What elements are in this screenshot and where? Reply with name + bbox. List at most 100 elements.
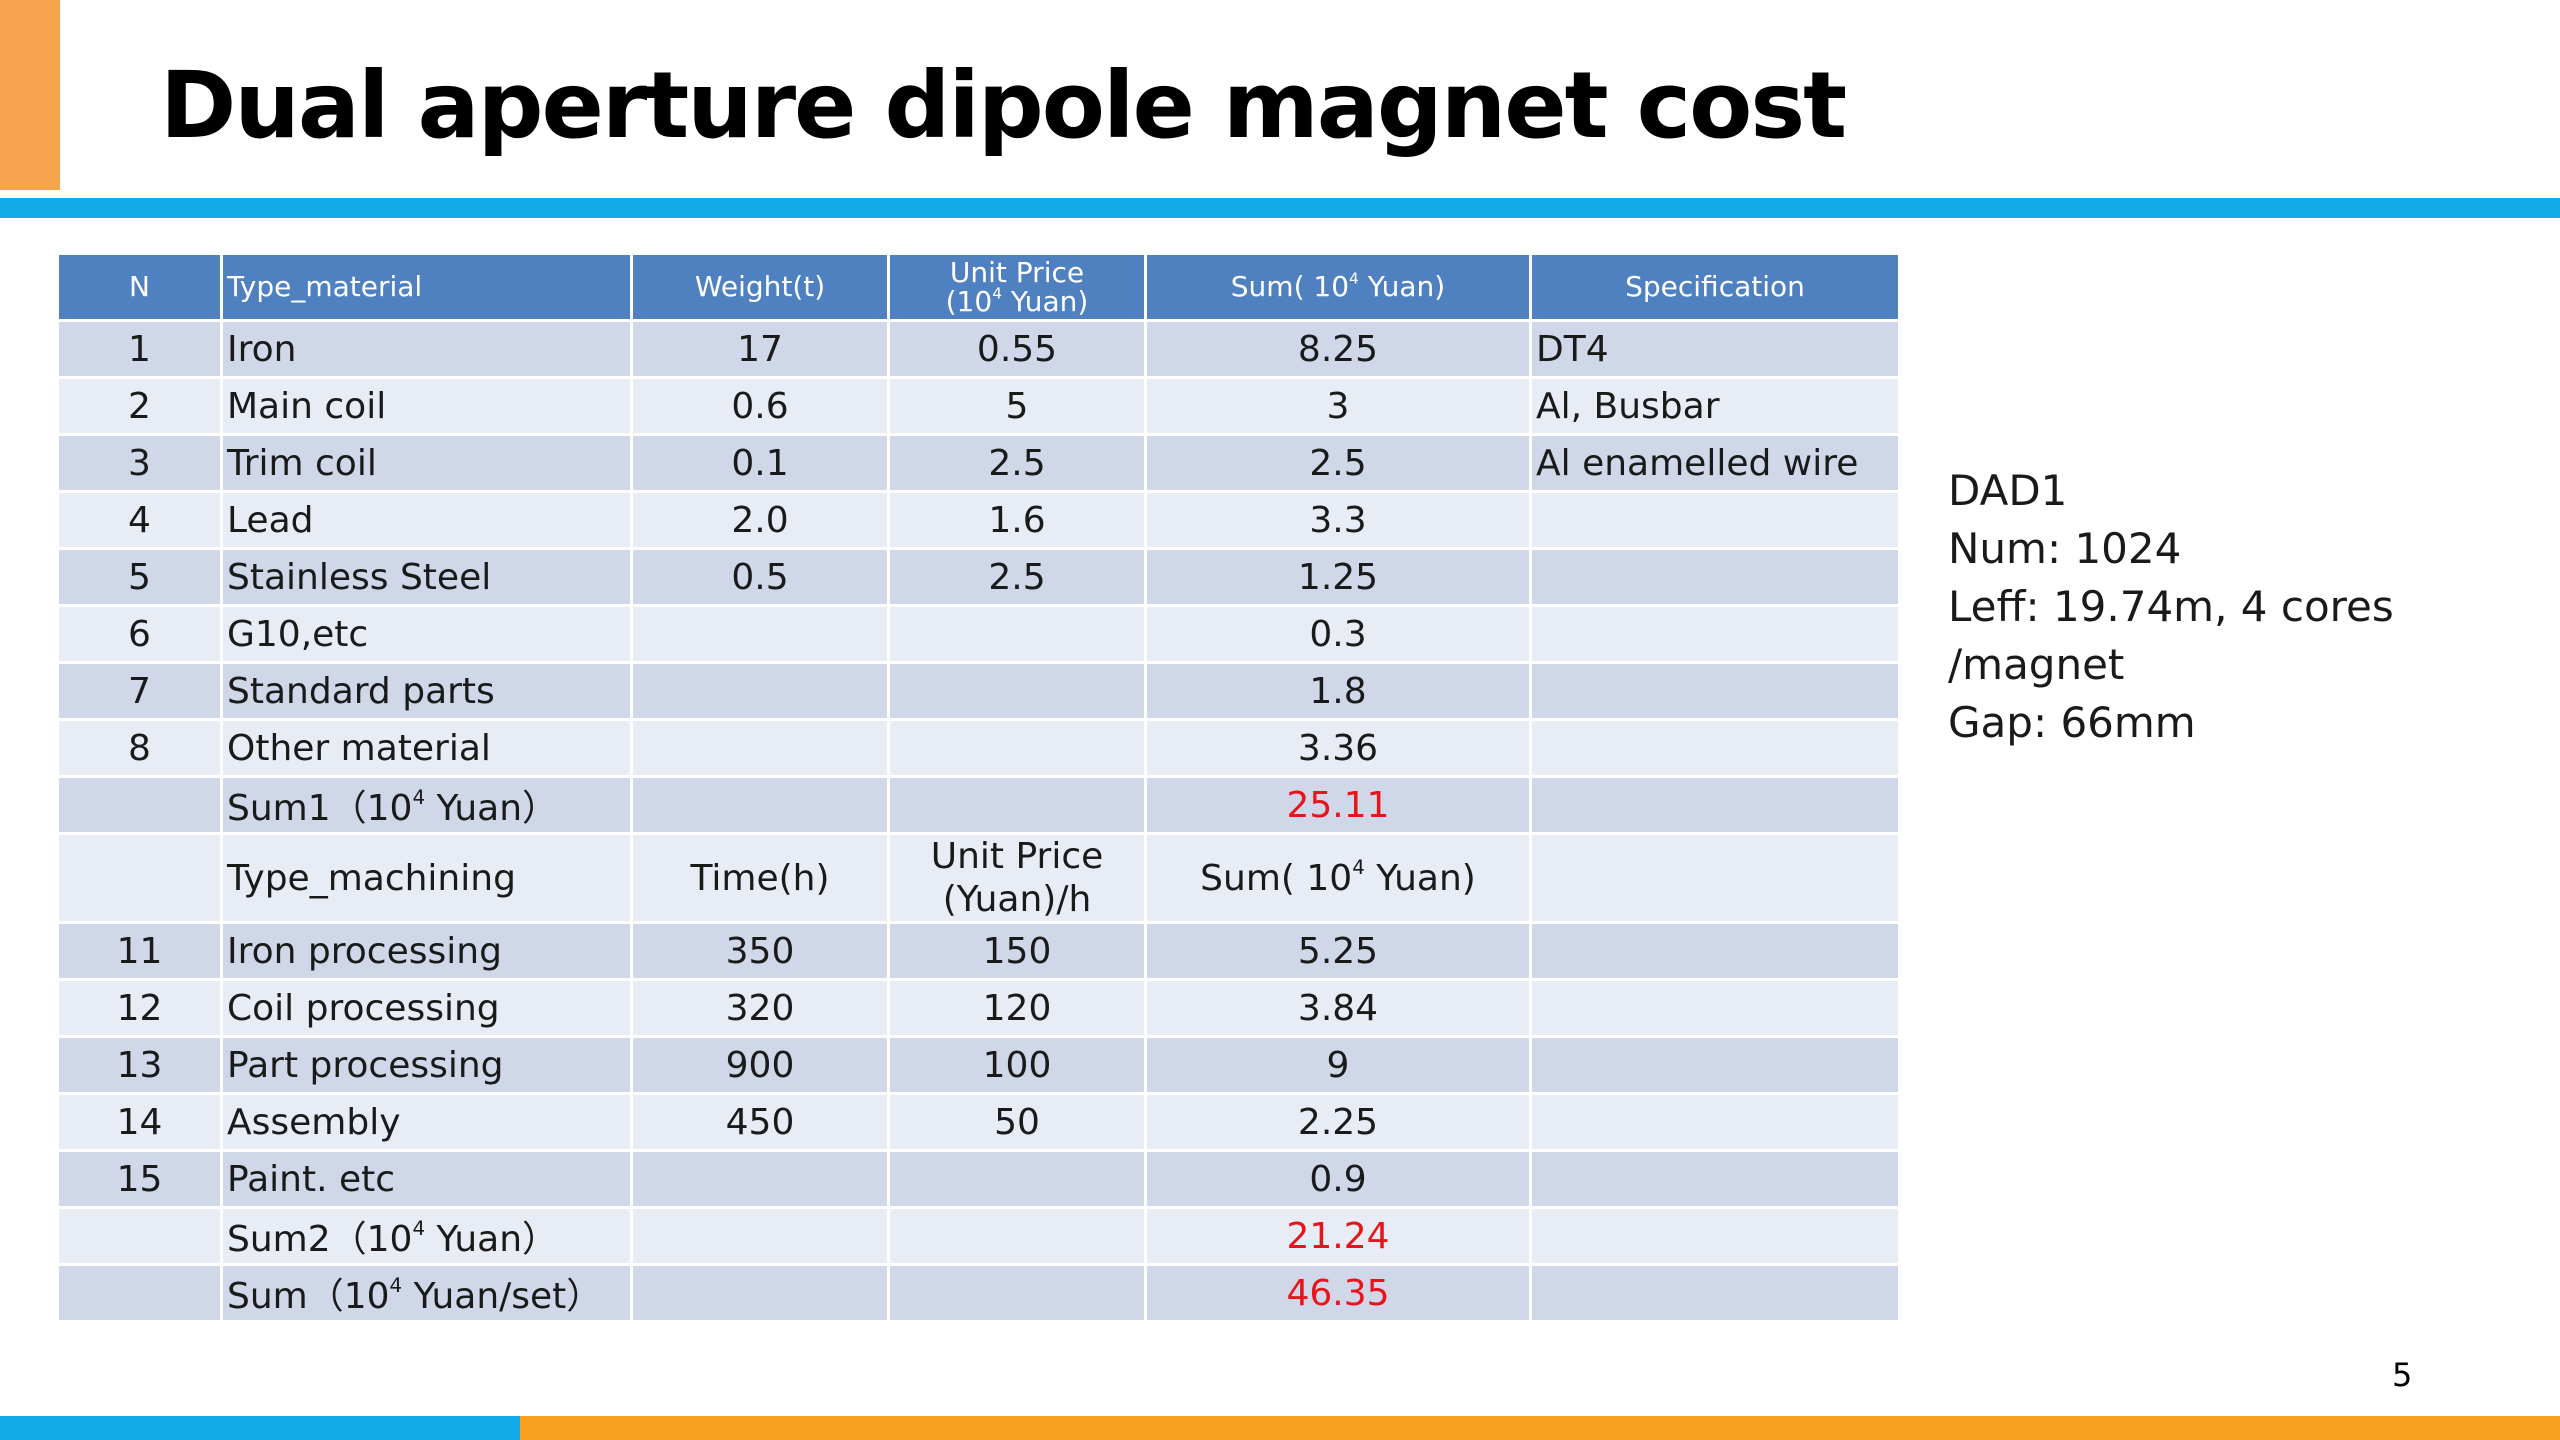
cell-weight <box>630 661 890 721</box>
machining-unit-price-line2: (Yuan)/h <box>942 879 1092 921</box>
table-row: 11 Iron processing 350 150 5.25 <box>56 921 1901 982</box>
header-weight: Weight(t) <box>630 252 890 322</box>
machining-type-header: Type_machining <box>220 831 633 925</box>
header-sum-sup: 4 <box>1349 269 1359 288</box>
table-row: 13 Part processing 900 100 9 <box>56 1035 1901 1096</box>
table-row: 6 G10,etc 0.3 <box>56 604 1901 664</box>
cell-weight <box>630 775 890 835</box>
cell-type: Standard parts <box>220 661 633 721</box>
sum1-row: Sum1（104 Yuan） 25.11 <box>56 775 1901 835</box>
cell-unit-price <box>887 1206 1147 1267</box>
cell-weight <box>630 604 890 664</box>
magnet-notes: DAD1 Num: 1024 Leff: 19.74m, 4 cores /ma… <box>1948 462 2560 752</box>
sum1-label: Sum1（104 Yuan） <box>220 775 633 835</box>
cell-weight: 0.6 <box>630 376 890 436</box>
cell-spec <box>1529 1035 1901 1096</box>
sum2-value: 21.24 <box>1144 1206 1532 1267</box>
cell-n <box>56 1206 223 1267</box>
cell-spec <box>1529 921 1901 982</box>
sum-total-label-pre: Sum（10 <box>227 1276 390 1318</box>
cell-unit-price: 2.5 <box>887 547 1147 607</box>
machining-unit-price-line1: Unit Price <box>930 836 1104 877</box>
cell-unit-price <box>887 718 1147 778</box>
table-row: 8 Other material 3.36 <box>56 718 1901 778</box>
page-number: 5 <box>2392 1356 2413 1394</box>
cell-spec <box>1529 775 1901 835</box>
machining-unit-price-header: Unit Price (Yuan)/h <box>887 831 1147 925</box>
header-sum-post: Yuan) <box>1358 270 1446 304</box>
cell-sum: 3.36 <box>1144 718 1532 778</box>
sum2-label: Sum2（104 Yuan） <box>220 1206 633 1267</box>
cell-time: 320 <box>630 978 890 1039</box>
cell-spec <box>1529 1149 1901 1210</box>
cell-weight: 17 <box>630 319 890 379</box>
cell-spec <box>1529 718 1901 778</box>
machining-sum-post: Yuan) <box>1364 857 1476 899</box>
cell-unit-price <box>887 661 1147 721</box>
table-row: 3 Trim coil 0.1 2.5 2.5 Al enamelled wir… <box>56 433 1901 493</box>
cell-unit-price: 0.55 <box>887 319 1147 379</box>
cell-sum: 2.5 <box>1144 433 1532 493</box>
table-row: 1 Iron 17 0.55 8.25 DT4 <box>56 319 1901 379</box>
cell-n: 13 <box>56 1035 223 1096</box>
cost-table: N Type_material Weight(t) Unit Price (104… <box>56 252 1901 1324</box>
cell-sum: 2.25 <box>1144 1092 1532 1153</box>
machining-time-header: Time(h) <box>630 831 890 925</box>
header-sum: Sum( 104 Yuan) <box>1144 252 1532 322</box>
cell-n: 3 <box>56 433 223 493</box>
cell-type: Coil processing <box>220 978 633 1039</box>
slide-title: Dual aperture dipole magnet cost <box>160 52 1847 159</box>
cell-sum: 0.9 <box>1144 1149 1532 1210</box>
cell-spec: Al enamelled wire <box>1529 433 1901 493</box>
cell-n: 7 <box>56 661 223 721</box>
cell-type: Lead <box>220 490 633 550</box>
cell-type: Trim coil <box>220 433 633 493</box>
cell-weight <box>630 718 890 778</box>
cell-n <box>56 1263 223 1324</box>
sum-total-value: 46.35 <box>1144 1263 1532 1324</box>
title-divider <box>0 198 2560 218</box>
note-line: DAD1 <box>1948 466 2068 515</box>
cell-sum: 0.3 <box>1144 604 1532 664</box>
cell-n <box>56 775 223 835</box>
table-row: 15 Paint. etc 0.9 <box>56 1149 1901 1210</box>
cell-spec <box>1529 1206 1901 1267</box>
cell-spec: DT4 <box>1529 319 1901 379</box>
table-row: 12 Coil processing 320 120 3.84 <box>56 978 1901 1039</box>
header-specification: Specification <box>1529 252 1901 322</box>
header-unit-price-line2-post: Yuan) <box>1001 285 1089 318</box>
cell-type: Iron processing <box>220 921 633 982</box>
header-unit-price-sup: 4 <box>992 284 1002 303</box>
machining-sum-pre: Sum( 10 <box>1200 857 1353 899</box>
header-n: N <box>56 252 223 322</box>
header-unit-price-line1: Unit Price <box>949 255 1085 289</box>
cell-unit-price <box>887 604 1147 664</box>
table-row: 14 Assembly 450 50 2.25 <box>56 1092 1901 1153</box>
cell-n: 4 <box>56 490 223 550</box>
header-type-material: Type_material <box>220 252 633 322</box>
cell-unit-price <box>887 1263 1147 1324</box>
table-row: 2 Main coil 0.6 5 3 Al, Busbar <box>56 376 1901 436</box>
sum-total-label-sup: 4 <box>389 1274 403 1298</box>
table-row: 5 Stainless Steel 0.5 2.5 1.25 <box>56 547 1901 607</box>
cell-spec <box>1529 1092 1901 1153</box>
cell-time <box>630 1263 890 1324</box>
cell-spec: Al, Busbar <box>1529 376 1901 436</box>
cell-type: Main coil <box>220 376 633 436</box>
header-unit-price-line2-pre: (10 <box>945 285 993 318</box>
sum2-row: Sum2（104 Yuan） 21.24 <box>56 1206 1901 1267</box>
cell-weight: 0.1 <box>630 433 890 493</box>
cell-n: 8 <box>56 718 223 778</box>
cell-spec <box>1529 978 1901 1039</box>
cell-type: Assembly <box>220 1092 633 1153</box>
cell-type: Part processing <box>220 1035 633 1096</box>
cell-unit-price: 2.5 <box>887 433 1147 493</box>
cell-sum: 8.25 <box>1144 319 1532 379</box>
cell-time: 350 <box>630 921 890 982</box>
sum-total-row: Sum（104 Yuan/set） 46.35 <box>56 1263 1901 1324</box>
machining-sum-header: Sum( 104 Yuan) <box>1144 831 1532 925</box>
sum2-label-post: Yuan） <box>425 1219 559 1261</box>
cell-unit-price: 150 <box>887 921 1147 982</box>
sum2-label-sup: 4 <box>412 1217 426 1241</box>
machining-header-row: Type_machining Time(h) Unit Price (Yuan)/… <box>56 831 1901 925</box>
